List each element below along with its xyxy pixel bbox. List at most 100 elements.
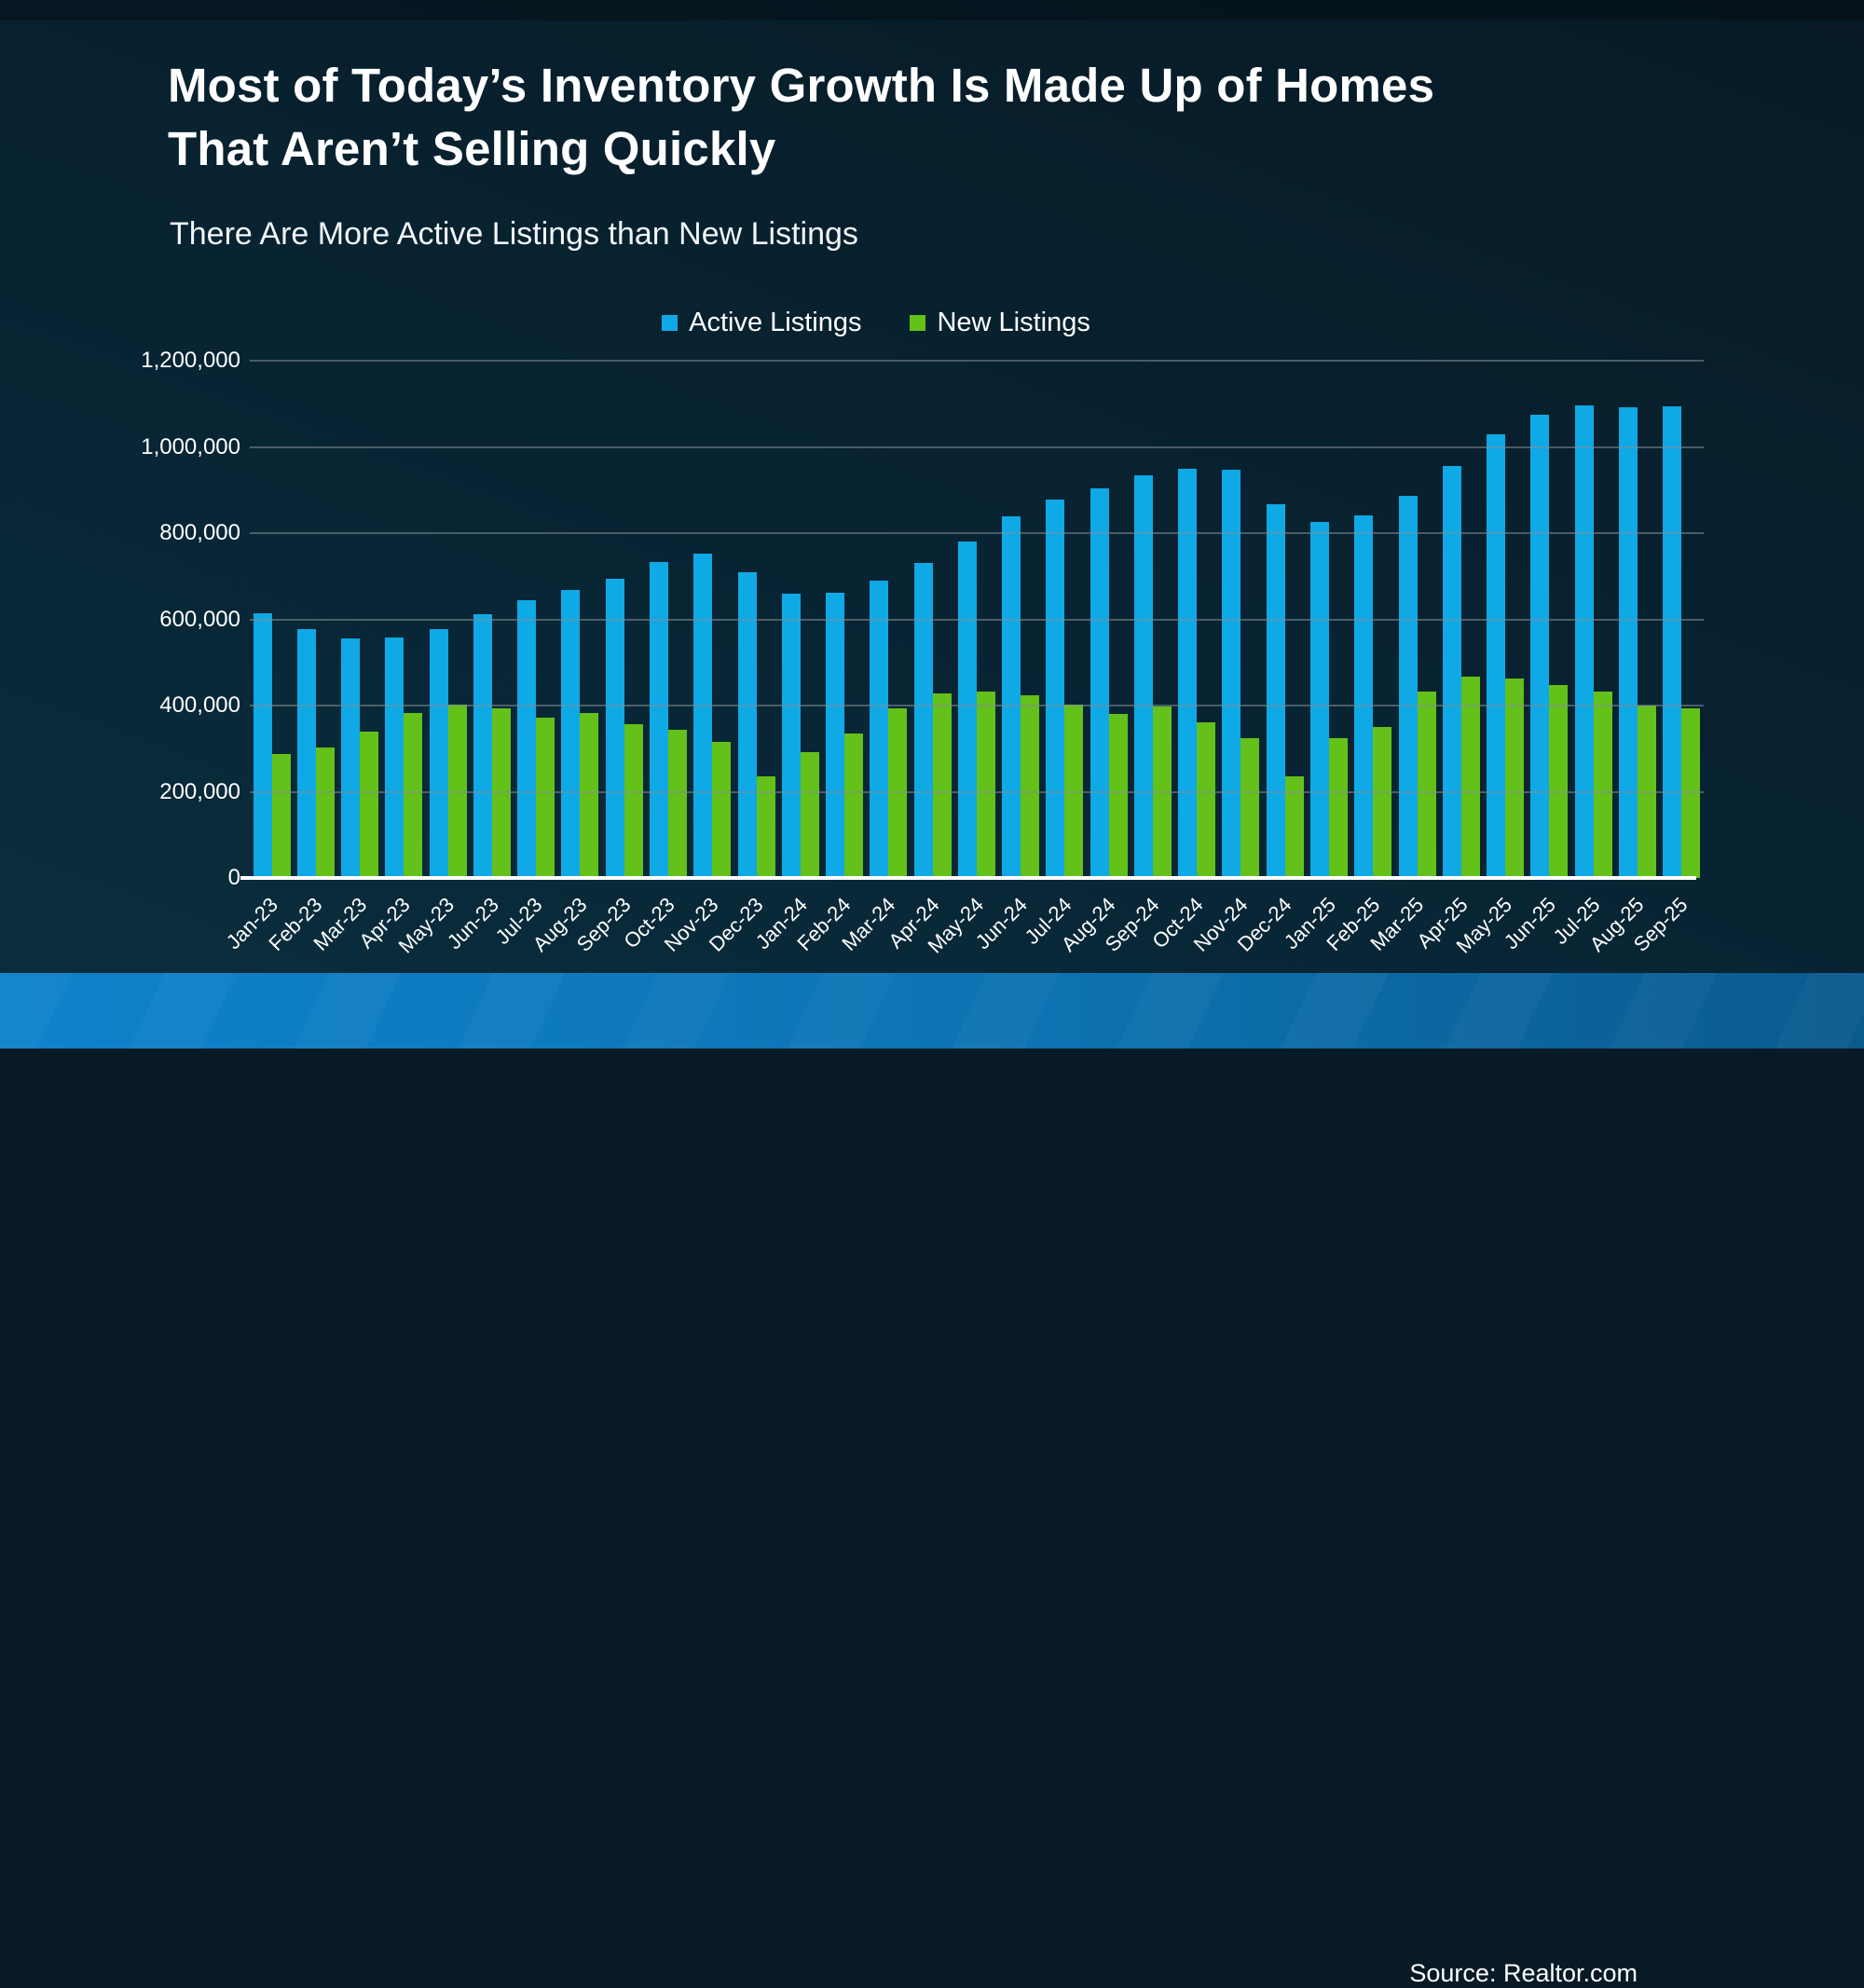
legend-item-active-listings: Active Listings: [662, 308, 861, 338]
bar-active-listings: [737, 571, 757, 878]
bar-group-Dec-23: [734, 361, 778, 878]
bar-active-listings: [517, 599, 537, 878]
bar-group-Aug-24: [1087, 361, 1131, 878]
bar-active-listings: [429, 628, 448, 878]
bar-new-listings: [1240, 738, 1260, 878]
bar-active-listings: [1133, 474, 1153, 878]
bar-new-listings: [404, 712, 423, 878]
bar-new-listings: [315, 747, 335, 878]
bar-new-listings: [1505, 679, 1525, 878]
bar-active-listings: [473, 613, 492, 878]
active-listings-swatch-icon: [662, 314, 678, 331]
bar-active-listings: [1222, 470, 1241, 878]
bar-group-Mar-23: [338, 361, 382, 878]
chart-legend: Active Listings New Listings: [0, 306, 1752, 339]
bar-new-listings: [1152, 706, 1172, 878]
bar-active-listings: [341, 638, 361, 878]
source-text: Source: Realtor.com: [1409, 1959, 1638, 1987]
bar-active-listings: [605, 578, 624, 878]
bar-new-listings: [1197, 721, 1216, 878]
chart-subtitle: There Are More Active Listings than New …: [170, 216, 858, 252]
bar-active-listings: [1487, 433, 1506, 878]
bar-new-listings: [360, 731, 379, 878]
bar-new-listings: [668, 729, 688, 878]
bar-new-listings: [536, 717, 555, 878]
y-axis-tick-label: 0: [227, 865, 240, 890]
bar-new-listings: [491, 708, 511, 878]
bar-new-listings: [1064, 705, 1084, 878]
bar-new-listings: [932, 693, 952, 878]
bar-active-listings: [957, 542, 977, 878]
bar-new-listings: [1329, 738, 1348, 878]
bar-group-Feb-24: [822, 361, 866, 878]
legend-label-new-listings: New Listings: [937, 307, 1090, 337]
bar-new-listings: [447, 705, 467, 878]
y-axis-tick-label: 200,000: [159, 778, 240, 804]
bar-active-listings: [296, 628, 316, 878]
bar-new-listings: [1021, 694, 1040, 878]
bar-group-Mar-25: [1395, 361, 1439, 878]
y-axis-labels: 0 200,000 400,000 600,000 800,000 1,000,000 1,…: [0, 348, 240, 890]
bar-group-Dec-24: [1263, 361, 1307, 878]
page-title-line-1: Most of Today’s Inventory Growth Is Made…: [168, 59, 1435, 112]
bar-active-listings: [561, 590, 581, 878]
bar-group-Nov-23: [691, 361, 734, 878]
bar-group-Jan-24: [778, 361, 822, 878]
footer-band: Source: Realtor.com: [0, 973, 1864, 1987]
bar-group-May-25: [1483, 361, 1527, 878]
bar-active-listings: [385, 637, 404, 878]
bar-active-listings: [1090, 488, 1109, 878]
bar-new-listings: [624, 724, 643, 878]
bar-active-listings: [1574, 404, 1594, 878]
bar-active-listings: [913, 563, 933, 878]
bar-new-listings: [1549, 684, 1569, 878]
plot-area: [250, 360, 1704, 878]
y-axis-tick-label: 1,000,000: [141, 433, 240, 459]
bar-new-listings: [1637, 706, 1656, 878]
bar-group-Aug-25: [1615, 361, 1659, 878]
bar-new-listings: [800, 751, 819, 878]
bar-active-listings: [1002, 516, 1021, 878]
bar-group-Nov-24: [1219, 361, 1263, 878]
bar-new-listings: [1373, 727, 1392, 878]
bar-new-listings: [1593, 691, 1612, 878]
page-title: Most of Today’s Inventory Growth Is Made…: [168, 54, 1434, 181]
bar-new-listings: [756, 776, 775, 878]
y-axis-tick-label: 400,000: [159, 692, 240, 718]
bar-group-Jun-25: [1528, 361, 1571, 878]
bar-group-May-24: [954, 361, 998, 878]
bar-active-listings: [1398, 495, 1418, 878]
bar-group-Jul-24: [1043, 361, 1087, 878]
bar-active-listings: [781, 593, 801, 878]
bar-active-listings: [1354, 514, 1374, 878]
bar-group-May-23: [426, 361, 470, 878]
bars-layer: [250, 361, 1704, 878]
bar-group-Oct-23: [646, 361, 690, 878]
bar-group-Jun-23: [470, 361, 514, 878]
bar-new-listings: [1460, 676, 1480, 878]
bar-new-listings: [888, 708, 908, 878]
bar-group-Feb-25: [1351, 361, 1395, 878]
bar-active-listings: [1663, 406, 1682, 878]
bar-active-listings: [650, 562, 669, 878]
bar-group-Aug-23: [558, 361, 602, 878]
y-axis-tick-label: 1,200,000: [141, 348, 240, 373]
bar-group-Apr-24: [911, 361, 954, 878]
bar-group-Jan-23: [250, 361, 294, 878]
bar-group-Jul-25: [1571, 361, 1615, 878]
bar-group-Feb-23: [294, 361, 337, 878]
new-listings-swatch-icon: [910, 314, 926, 331]
y-axis-tick-label: 600,000: [159, 606, 240, 632]
bar-active-listings: [1442, 466, 1461, 878]
bar-active-listings: [1310, 522, 1329, 878]
legend-item-new-listings: New Listings: [910, 308, 1090, 338]
bar-group-Jan-25: [1307, 361, 1350, 878]
bar-active-listings: [1266, 503, 1285, 878]
bar-active-listings: [253, 612, 272, 878]
top-strip: [0, 0, 1864, 21]
bar-active-listings: [1530, 414, 1550, 878]
bar-new-listings: [1417, 692, 1436, 878]
bar-group-Apr-25: [1439, 361, 1483, 878]
bar-group-Oct-24: [1175, 361, 1219, 878]
